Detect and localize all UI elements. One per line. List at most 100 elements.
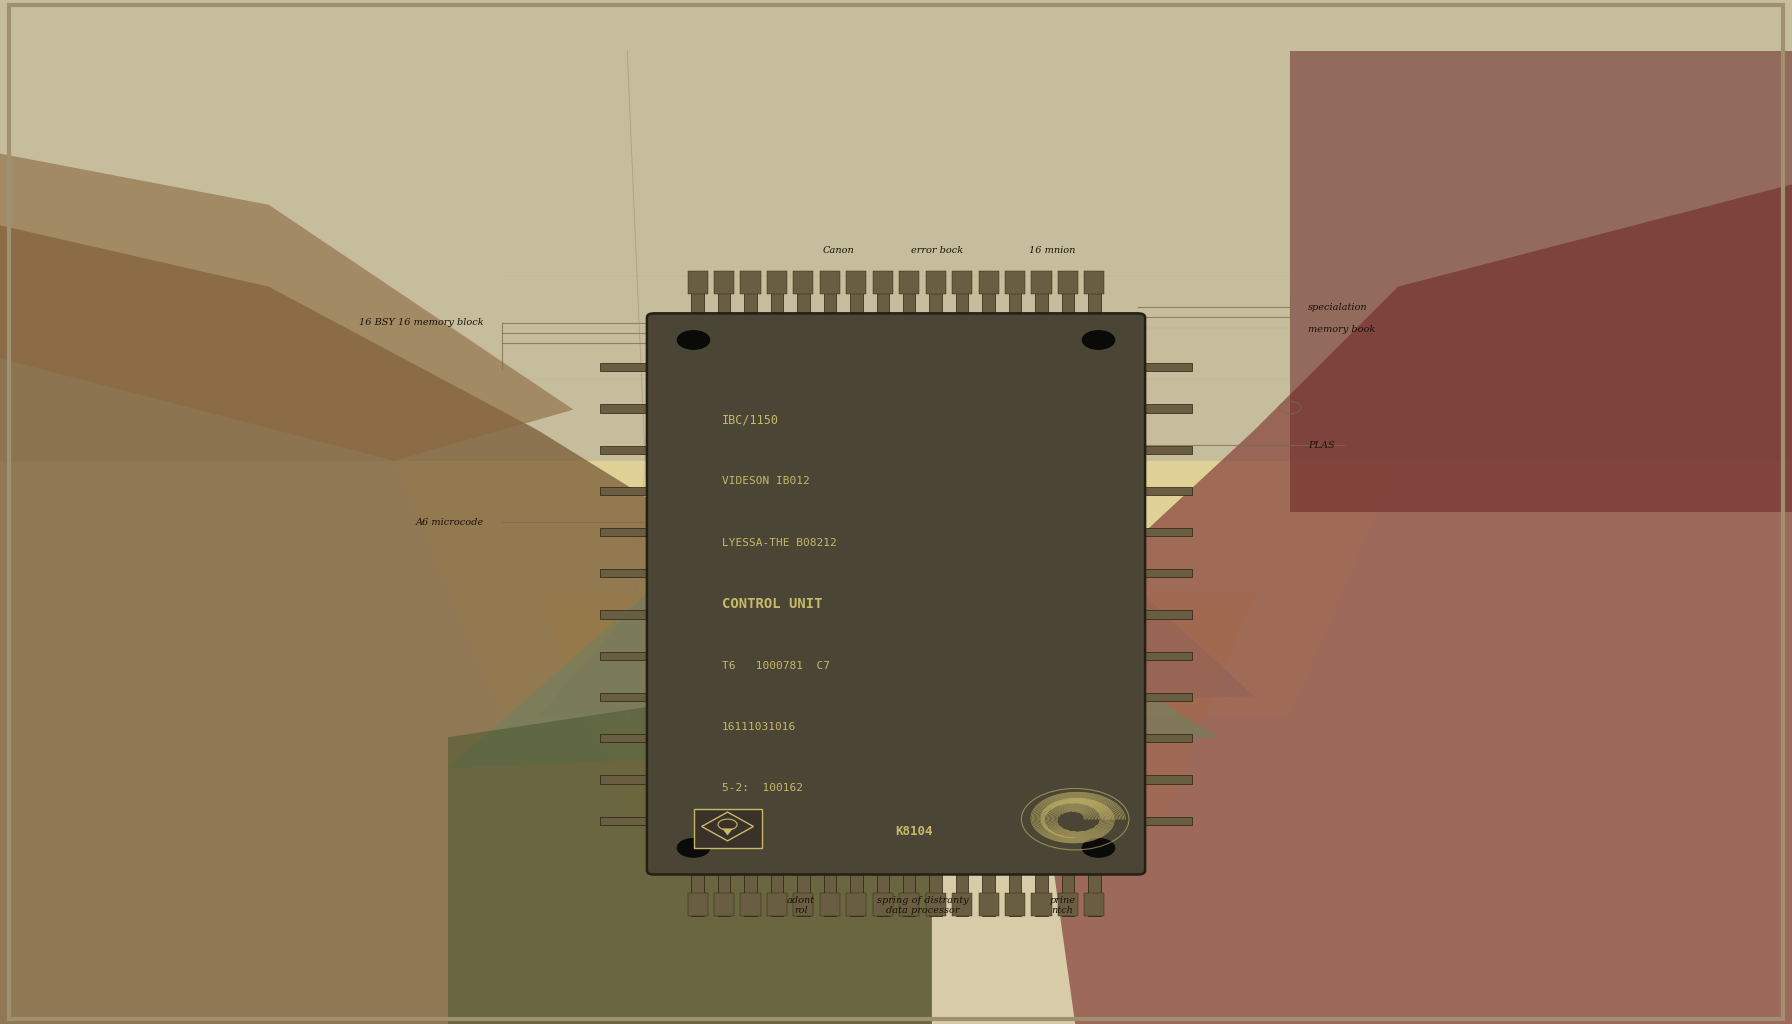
Text: LYESSA-THE B08212: LYESSA-THE B08212 [722,538,837,548]
Text: Canon: Canon [823,247,855,255]
Bar [1061,870,1073,916]
Text: VIDESON IB012: VIDESON IB012 [722,476,810,486]
Bar [849,271,862,317]
Bar [797,271,810,317]
Bar [600,693,654,701]
Bar [1032,271,1052,295]
Bar [955,870,968,916]
Text: 16 mnion: 16 mnion [1029,247,1075,255]
FancyBboxPatch shape [647,313,1145,874]
Bar [771,870,783,916]
Bar [767,893,787,916]
Text: adont
rol: adont rol [787,896,815,915]
Bar [930,271,943,317]
Bar [740,893,760,916]
Text: specialation: specialation [1308,303,1367,311]
Polygon shape [538,594,1254,819]
Bar [978,893,998,916]
Bar [1138,734,1192,742]
Bar [713,893,735,916]
Bar [600,404,654,413]
Bar [876,271,889,317]
Bar [713,271,735,295]
Text: 16 BSY 16 memory block: 16 BSY 16 memory block [358,318,484,327]
Bar [744,271,756,317]
Bar [1138,610,1192,618]
Text: CONTROL UNIT: CONTROL UNIT [722,597,823,611]
Bar [1088,271,1100,317]
Polygon shape [1290,51,1792,512]
Bar [600,651,654,659]
Polygon shape [448,563,1219,768]
Bar [903,870,916,916]
Bar [849,870,862,916]
Polygon shape [722,828,733,836]
Bar [1138,569,1192,578]
Text: prine
ntch: prine ntch [1050,896,1075,915]
Bar [876,870,889,916]
Bar [744,870,756,916]
Text: IBC/1150: IBC/1150 [722,414,780,426]
Bar [740,271,760,295]
Bar [1057,893,1079,916]
Bar [873,893,892,916]
Bar [1088,870,1100,916]
Bar [955,271,968,317]
Bar [692,870,704,916]
Bar [952,893,971,916]
Bar [1138,651,1192,659]
Bar [982,870,995,916]
Bar [600,528,654,537]
Circle shape [677,839,710,857]
Bar [771,271,783,317]
Text: error bock: error bock [910,247,964,255]
Bar [1036,870,1048,916]
Bar [688,271,708,295]
Bar [1138,528,1192,537]
Bar [767,271,787,295]
Bar [903,271,916,317]
Bar [1138,693,1192,701]
Bar [688,893,708,916]
Text: T6   1000781  C7: T6 1000781 C7 [722,660,830,671]
Polygon shape [0,225,932,1024]
Bar [1057,271,1079,295]
Bar [600,610,654,618]
Bar [1138,445,1192,454]
Bar [600,569,654,578]
Text: K8104: K8104 [896,825,932,838]
Bar [600,445,654,454]
Circle shape [1082,331,1115,349]
Bar [600,364,654,372]
Bar [824,271,837,317]
Bar [1032,893,1052,916]
Bar [794,893,814,916]
Bar [821,893,840,916]
Bar [1009,870,1021,916]
Text: 5-2:  100162: 5-2: 100162 [722,783,803,794]
Bar [1138,486,1192,495]
Bar [1138,404,1192,413]
Bar [846,893,866,916]
Bar [1138,364,1192,372]
Bar [719,271,731,317]
Text: 16111031016: 16111031016 [722,722,796,732]
Bar [926,893,946,916]
Bar [1061,271,1073,317]
Bar [846,271,866,295]
Bar [1084,893,1104,916]
Circle shape [677,331,710,349]
Text: memory book: memory book [1308,326,1376,334]
Circle shape [1082,839,1115,857]
Bar [600,734,654,742]
Bar [694,809,762,848]
Bar [600,816,654,824]
Bar [1009,271,1021,317]
Polygon shape [394,461,1398,717]
Bar [978,271,998,295]
Bar [900,893,919,916]
Bar [821,271,840,295]
Bar [1036,271,1048,317]
Text: spring of distranty
data processor: spring of distranty data processor [876,896,969,915]
Bar [600,775,654,783]
